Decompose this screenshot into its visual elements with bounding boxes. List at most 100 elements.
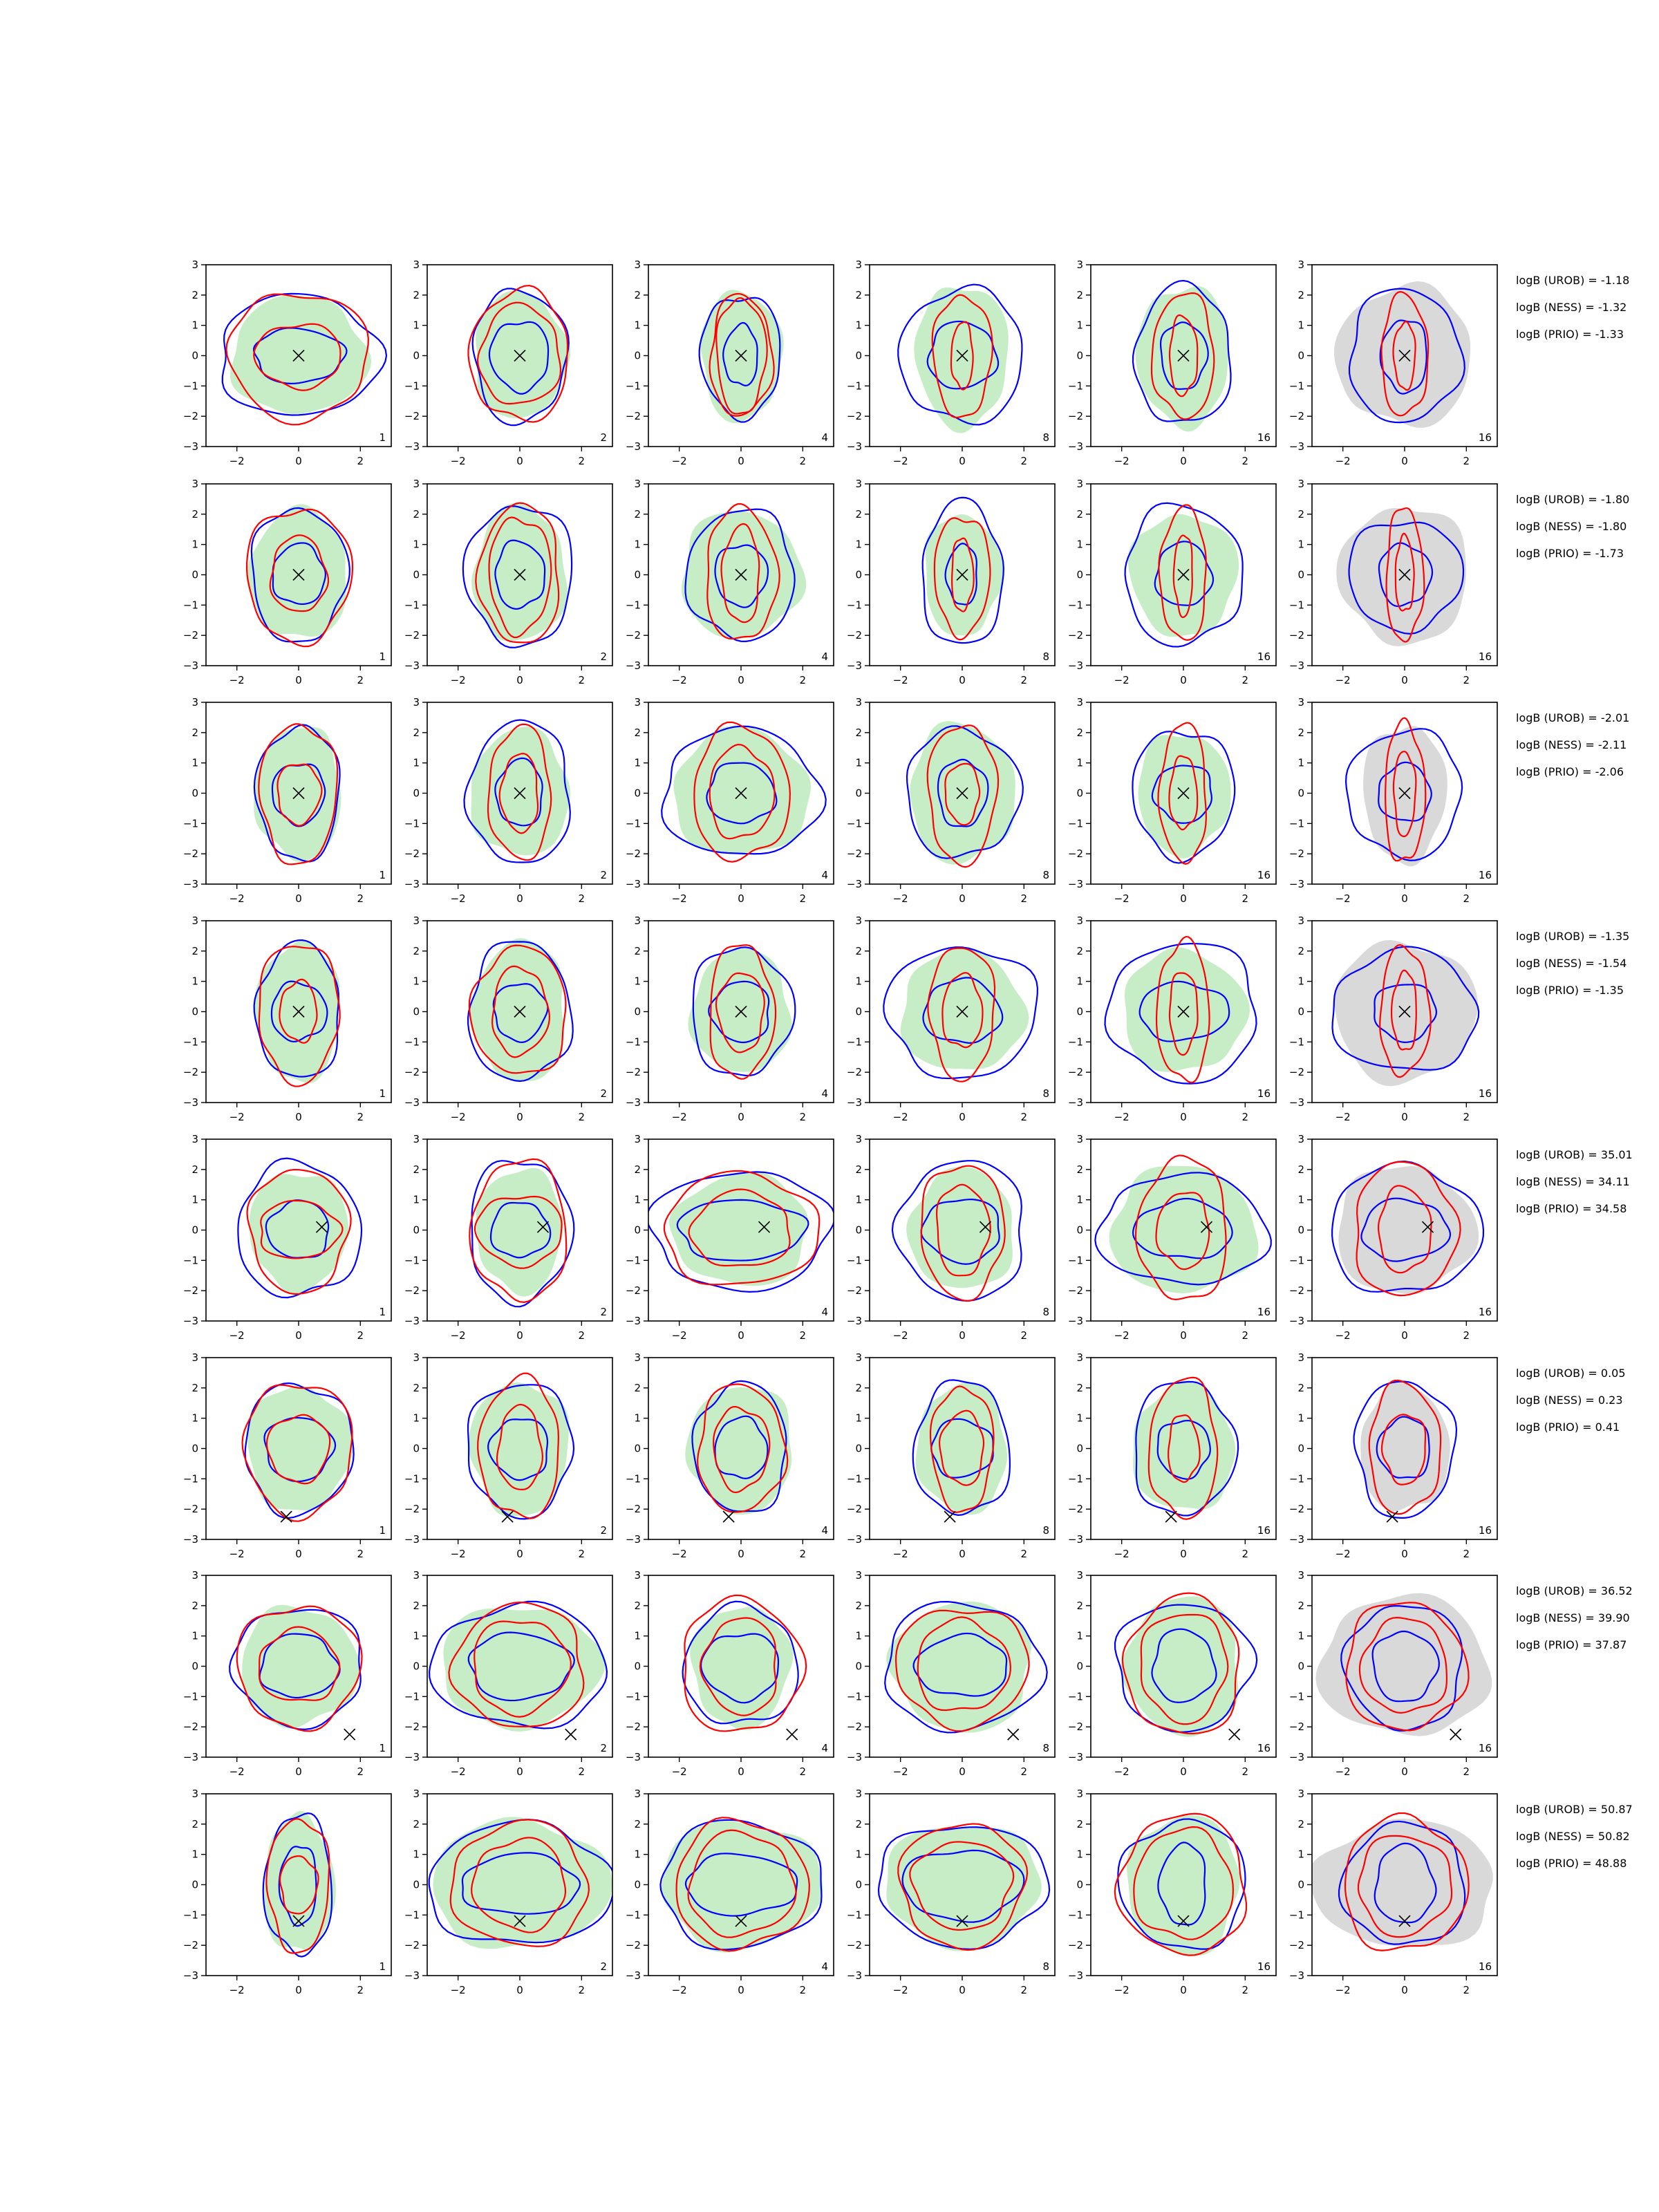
panel: −2 0 2 −3 −2 −1 0 1 2 3 16: [1068, 478, 1277, 686]
panel: −2 0 2 −3 −2 −1 0 1 2 3 16: [1068, 1569, 1277, 1778]
logb-value: logB (UROB) = -1.80: [1516, 493, 1629, 506]
y-tick-label: 2: [634, 289, 641, 301]
y-tick-label: 0: [1297, 1660, 1304, 1673]
red-contour-inner: [1358, 1616, 1448, 1714]
x-tick-label: 2: [1021, 892, 1028, 905]
panel-iteration-label: 2: [600, 869, 607, 881]
x-tick-label: 2: [357, 1984, 364, 1996]
x-tick-label: 2: [357, 1765, 364, 1778]
density-fill: [1126, 1815, 1240, 1957]
panel-plot-area: [221, 292, 388, 426]
blue-contour-inner: [684, 1853, 798, 1917]
true-value-marker: [292, 787, 305, 800]
red-contour-inner: [1377, 1185, 1432, 1274]
y-tick-label: 1: [1076, 1630, 1083, 1642]
y-tick-label: 3: [413, 1788, 420, 1800]
x-tick-label: 2: [1242, 892, 1249, 905]
panel: −2 0 2 −3 −2 −1 0 1 2 3 16: [1289, 478, 1498, 686]
blue-contour-outer: [684, 508, 796, 642]
red-contour-inner: [688, 1188, 791, 1267]
y-tick-label: −1: [183, 817, 198, 830]
y-tick-label: 3: [1076, 1569, 1083, 1582]
panel: −2 0 2 −3 −2 −1 0 1 2 3 16: [1068, 259, 1277, 467]
x-tick-label: 0: [1401, 1984, 1408, 1996]
true-value-marker: [315, 1221, 328, 1233]
y-tick-label: −1: [1289, 1909, 1304, 1921]
red-contour-inner: [474, 1620, 572, 1718]
y-tick-label: 0: [1076, 350, 1083, 362]
logb-value: logB (PRIO) = -1.73: [1516, 547, 1624, 560]
red-contour-outer: [1368, 1379, 1442, 1515]
panel-iteration-label: 8: [1042, 1742, 1049, 1754]
y-tick-label: −3: [404, 440, 420, 453]
panel: −2 0 2 −3 −2 −1 0 1 2 3 16: [1289, 696, 1498, 905]
y-tick-label: −2: [1068, 629, 1083, 641]
blue-contour-inner: [1159, 321, 1209, 391]
panel-iteration-label: 1: [379, 1087, 386, 1100]
panel: −2 0 2 −3 −2 −1 0 1 2 3 2: [404, 1569, 613, 1778]
blue-contour-outer: [1104, 943, 1257, 1085]
x-tick-label: 0: [738, 892, 744, 905]
y-tick-label: −3: [626, 1969, 641, 1982]
blue-contour-outer: [877, 1826, 1051, 1950]
blue-contour-inner: [1151, 765, 1213, 824]
y-tick-label: −3: [1289, 878, 1304, 890]
y-tick-label: 0: [855, 569, 862, 581]
panel-iteration-label: 8: [1042, 1087, 1049, 1100]
logb-value: logB (UROB) = -1.18: [1516, 274, 1629, 287]
x-tick-label: 2: [1463, 1329, 1470, 1342]
y-tick-label: 1: [191, 975, 198, 988]
x-tick-label: 0: [959, 1329, 966, 1342]
y-tick-label: 3: [855, 915, 862, 927]
panel: −2 0 2 −3 −2 −1 0 1 2 3 1: [183, 915, 392, 1123]
x-tick-label: 0: [738, 1984, 744, 1996]
x-tick-label: 2: [579, 1765, 585, 1778]
y-tick-label: −1: [847, 1472, 862, 1485]
panel-iteration-label: 4: [821, 650, 828, 663]
y-tick-label: −1: [1068, 1690, 1083, 1703]
y-tick-label: 1: [1076, 975, 1083, 988]
density-fill: [906, 1166, 1013, 1288]
panel: −2 0 2 −3 −2 −1 0 1 2 3 1: [183, 1569, 392, 1778]
blue-contour-outer: [262, 1812, 333, 1958]
y-tick-label: −1: [404, 1035, 420, 1048]
red-contour-outer: [933, 517, 991, 641]
red-contour-outer: [469, 1158, 568, 1303]
true-value-marker: [536, 1221, 550, 1233]
panel-iteration-label: 4: [821, 431, 828, 444]
y-tick-label: −1: [1289, 599, 1304, 611]
red-contour-inner: [471, 1837, 567, 1933]
y-tick-label: −2: [626, 629, 641, 641]
x-tick-label: 2: [800, 1329, 807, 1342]
blue-contour-inner: [1378, 761, 1432, 822]
red-contour-inner: [258, 1626, 341, 1701]
red-contour-inner: [713, 1406, 771, 1494]
density-fill: [1338, 1165, 1479, 1295]
x-tick-label: 0: [738, 1548, 744, 1560]
y-tick-label: 3: [413, 915, 420, 927]
panel-plot-area: [884, 1601, 1048, 1734]
x-tick-label: 0: [516, 1111, 523, 1123]
y-tick-label: 2: [191, 289, 198, 301]
true-value-marker: [514, 1915, 526, 1927]
x-tick-label: 2: [800, 892, 807, 905]
x-tick-label: 0: [295, 455, 302, 467]
panel: −2 0 2 −3 −2 −1 0 1 2 3 16: [1068, 1133, 1277, 1342]
panel: −2 0 2 −3 −2 −1 0 1 2 3 2: [404, 1788, 613, 1996]
y-tick-label: 1: [413, 1412, 420, 1425]
panel: −2 0 2 −3 −2 −1 0 1 2 3 16: [1289, 1569, 1498, 1778]
blue-contour-inner: [937, 758, 989, 827]
y-tick-label: −2: [626, 1721, 641, 1733]
blue-contour-outer: [1331, 1160, 1485, 1293]
panel-plot-area: [685, 1380, 792, 1515]
x-tick-label: −2: [451, 892, 466, 905]
true-value-marker: [758, 1221, 771, 1233]
x-tick-label: 2: [579, 1329, 585, 1342]
red-contour-outer: [929, 1385, 995, 1513]
y-tick-label: −1: [1068, 599, 1083, 611]
y-tick-label: 3: [1076, 696, 1083, 709]
x-tick-label: 0: [1180, 1329, 1187, 1342]
y-tick-label: 3: [1076, 915, 1083, 927]
y-tick-label: −3: [183, 1315, 198, 1327]
x-tick-label: 2: [357, 1111, 364, 1123]
